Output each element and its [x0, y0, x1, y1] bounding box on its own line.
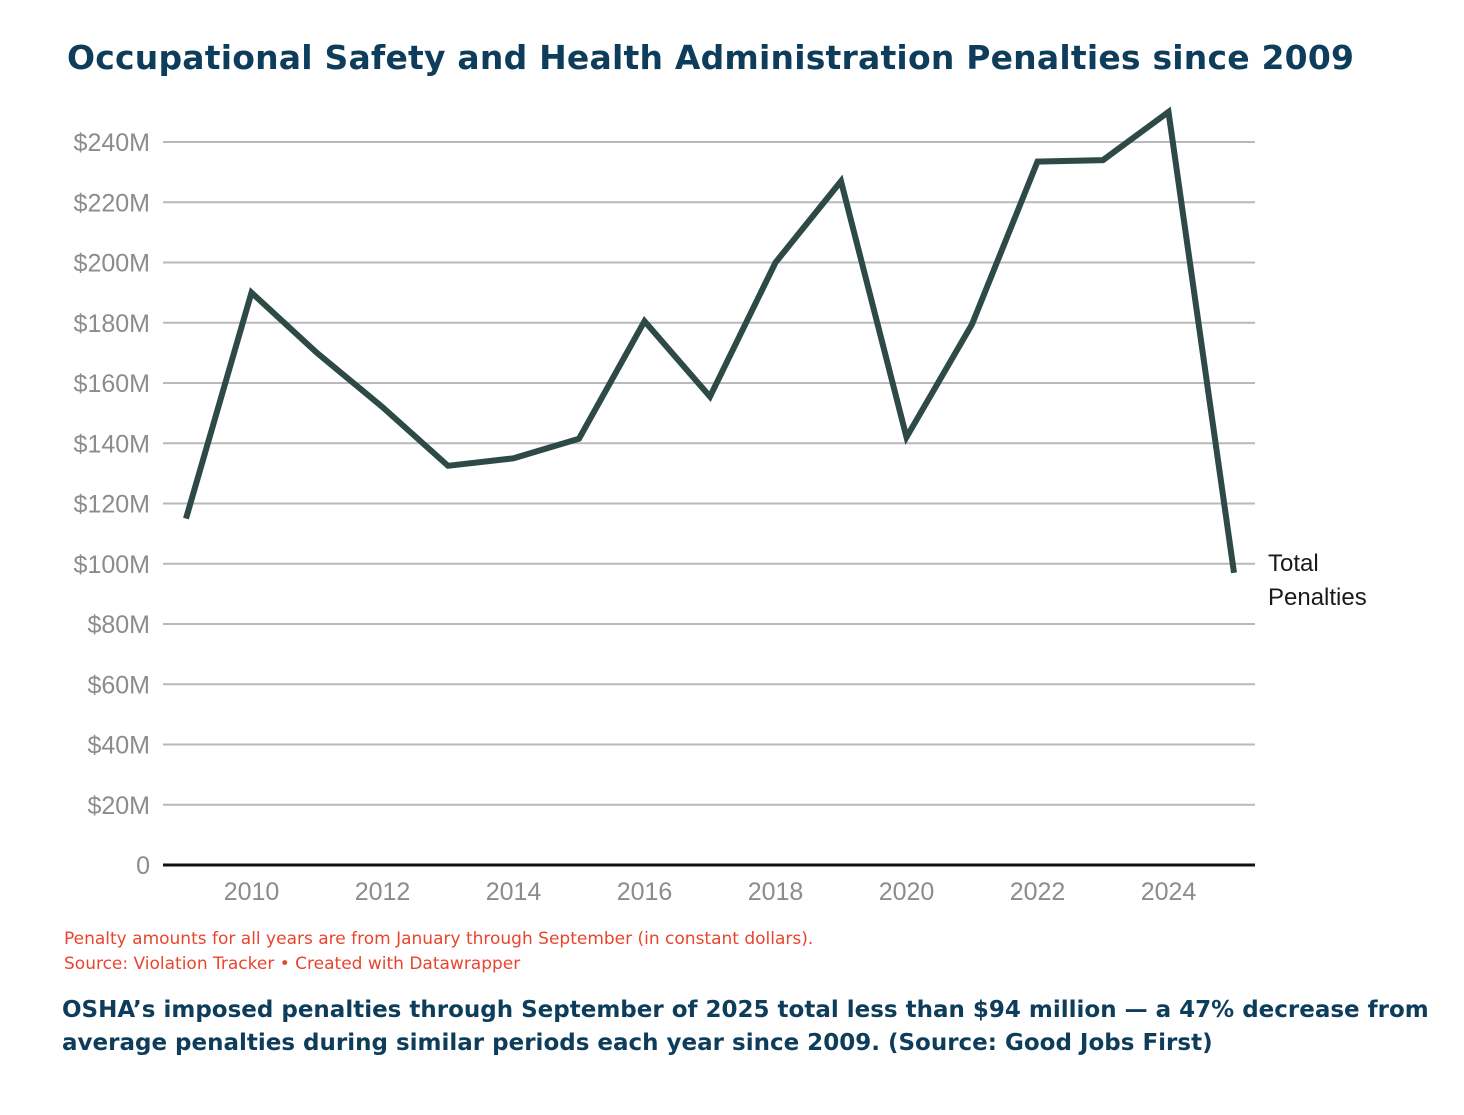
chart-source: Source: Violation Tracker • Created with…	[64, 954, 521, 974]
x-tick-label: 2024	[1141, 878, 1197, 906]
y-axis-ticks: 0 $20M $40M $60M $80M $100M $120M $140M $160M $18…	[74, 129, 150, 880]
x-tick-label: 2014	[486, 878, 542, 906]
y-tick-label: $20M	[87, 792, 150, 820]
y-tick-label: 0	[136, 852, 150, 880]
y-tick-label: $60M	[87, 671, 150, 699]
gridlines	[163, 141, 1255, 867]
y-tick-label: $180M	[74, 310, 150, 338]
x-tick-label: 2012	[355, 878, 411, 906]
caption: OSHA’s imposed penalties through Septemb…	[62, 997, 1429, 1056]
x-tick-label: 2020	[879, 878, 935, 906]
x-tick-label: 2010	[224, 878, 280, 906]
y-tick-label: $240M	[74, 129, 150, 157]
y-tick-label: $40M	[87, 732, 150, 760]
chart-title: Occupational Safety and Health Administr…	[67, 38, 1355, 77]
y-tick-label: $140M	[74, 430, 150, 458]
series-labels: Total Penalties	[1268, 550, 1367, 611]
series-label: Total	[1268, 550, 1319, 577]
y-tick-label: $100M	[74, 551, 150, 579]
x-tick-label: 2018	[748, 878, 804, 906]
y-tick-label: $120M	[74, 491, 150, 519]
y-tick-label: $220M	[74, 189, 150, 217]
x-tick-label: 2022	[1010, 878, 1066, 906]
x-axis-ticks: 2010 2012 2014 2016 2018 2020 2022 2024	[224, 878, 1197, 906]
line-chart: 0 $20M $40M $60M $80M $100M $120M $140M $160M $18…	[74, 106, 1367, 906]
series-group	[183, 106, 1237, 574]
series-label: Penalties	[1268, 584, 1367, 611]
y-tick-label: $80M	[87, 611, 150, 639]
y-tick-label: $200M	[74, 250, 150, 278]
y-tick-label: $160M	[74, 370, 150, 398]
x-tick-label: 2016	[617, 878, 673, 906]
chart-note: Penalty amounts for all years are from J…	[64, 929, 814, 949]
